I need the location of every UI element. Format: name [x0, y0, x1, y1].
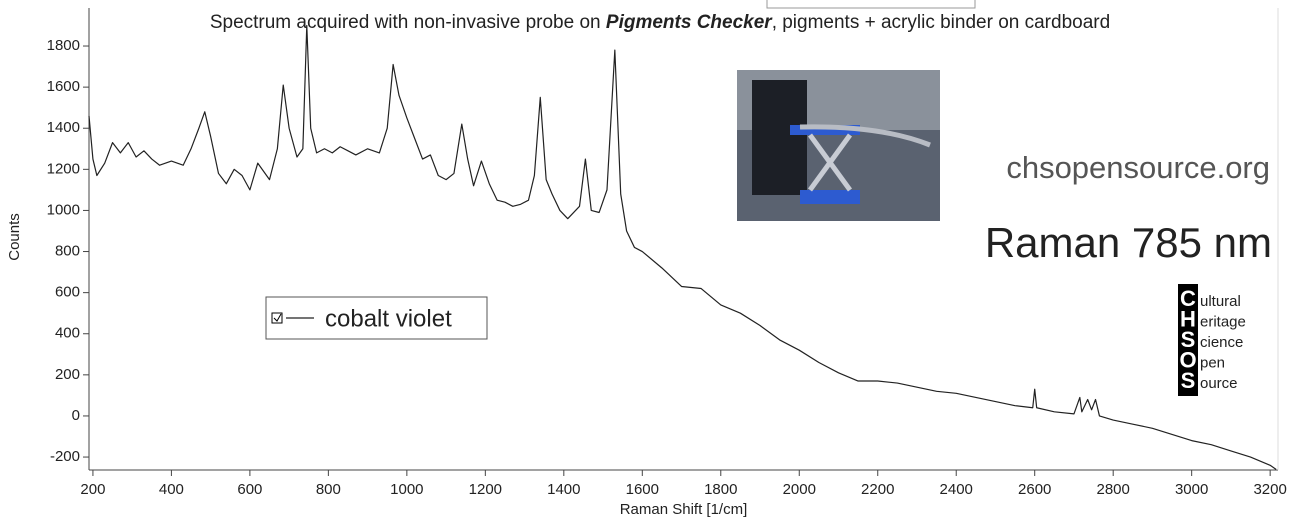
photo-stage [790, 125, 860, 135]
legend-check [273, 313, 282, 322]
x-tick-label: 600 [237, 481, 262, 498]
y-tick-label: 1800 [47, 37, 80, 54]
legend-checkbox[interactable] [271, 312, 283, 324]
y-tick-label: 800 [55, 243, 80, 260]
logo-letter: S [1181, 368, 1196, 393]
x-tick-label: 2600 [1018, 481, 1051, 498]
title-part: Pigments Checker [606, 12, 773, 33]
y-tick-label: 200 [55, 366, 80, 383]
chart-title: Spectrum acquired with non-invasive prob… [210, 12, 1110, 33]
popup-fragment [766, 0, 976, 9]
x-tick-label: 1600 [626, 481, 659, 498]
y-tick-label: 600 [55, 284, 80, 301]
x-tick-label: 2800 [1097, 481, 1130, 498]
y-tick-label: -200 [50, 448, 80, 465]
y-tick-label: 1400 [47, 119, 80, 136]
logo-letter: H [1180, 306, 1196, 331]
logo-letter: S [1181, 327, 1196, 352]
y-tick-label: 1000 [47, 201, 80, 218]
y-axis-title: Counts [6, 213, 23, 261]
photo-scissor [807, 133, 853, 192]
logo-word: ultural [1200, 293, 1241, 310]
y-tick-label: 400 [55, 325, 80, 342]
x-tick-label: 1400 [547, 481, 580, 498]
photo-base [800, 190, 860, 204]
title-part: Spectrum acquired with non-invasive prob… [210, 12, 606, 33]
annotation: chsopensource.org [1006, 150, 1270, 185]
y-tick-label: 1600 [47, 78, 80, 95]
x-tick-label: 2200 [861, 481, 894, 498]
logo-letter: O [1179, 347, 1196, 372]
annotation: Raman 785 nm [985, 219, 1272, 266]
x-tick-label: 3000 [1175, 481, 1208, 498]
legend-label: cobalt violet [325, 305, 452, 332]
x-axis-title: Raman Shift [1/cm] [620, 501, 748, 518]
x-tick-label: 200 [80, 481, 105, 498]
logo-word: pen [1200, 354, 1225, 371]
x-tick-label: 3200 [1253, 481, 1286, 498]
x-tick-label: 400 [159, 481, 184, 498]
photo [737, 70, 940, 221]
x-tick-label: 1200 [469, 481, 502, 498]
logo-word: ource [1200, 375, 1238, 392]
y-tick-label: 1200 [47, 160, 80, 177]
photo-board [752, 80, 807, 195]
logo-word: cience [1200, 334, 1243, 351]
logo-word: eritage [1200, 313, 1246, 330]
x-tick-label: 2000 [783, 481, 816, 498]
x-tick-label: 2400 [940, 481, 973, 498]
x-tick-label: 1000 [390, 481, 423, 498]
title-part: , pigments + acrylic binder on cardboard [772, 12, 1110, 33]
x-tick-label: 800 [316, 481, 341, 498]
legend: cobalt violet [265, 296, 488, 340]
photo-probe [799, 124, 931, 148]
x-tick-label: 1800 [704, 481, 737, 498]
series-line [88, 24, 1277, 470]
logo-bar [1178, 284, 1198, 396]
y-tick-label: 0 [72, 407, 80, 424]
logo-letter: C [1180, 286, 1196, 311]
